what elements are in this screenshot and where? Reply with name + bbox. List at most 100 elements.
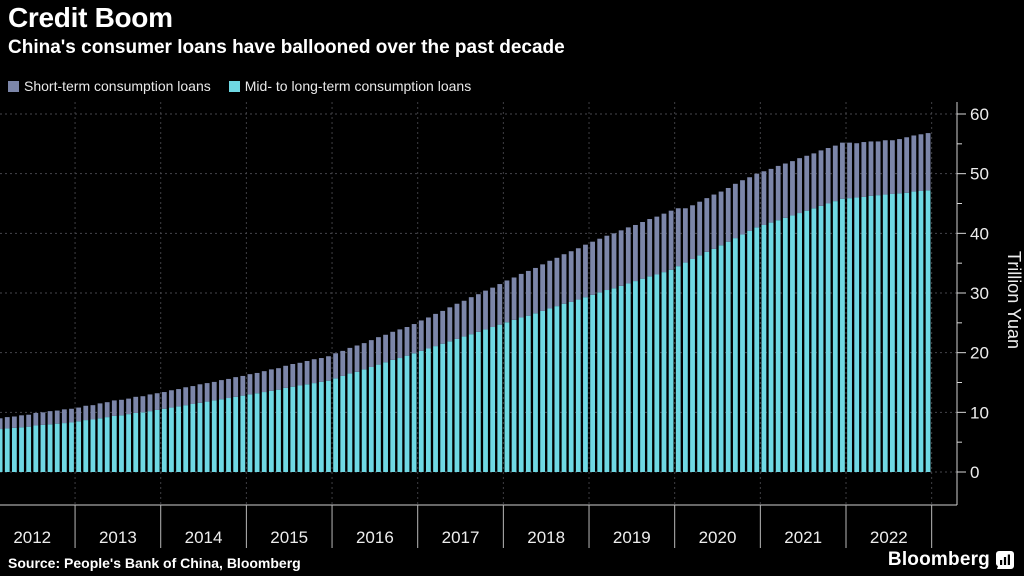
bar-short-term	[597, 238, 603, 293]
y-tick-label: 10	[970, 403, 989, 422]
bar-short-term	[497, 284, 503, 325]
bar-short-term	[583, 244, 588, 298]
bar-short-term	[304, 361, 310, 385]
bar-short-term	[625, 227, 631, 284]
bar-mid-long-term	[483, 329, 488, 472]
bar-mid-long-term	[111, 415, 117, 472]
bar-mid-long-term	[661, 272, 667, 472]
bar-short-term	[840, 142, 845, 199]
bar-mid-long-term	[397, 358, 403, 472]
bar-mid-long-term	[147, 411, 153, 472]
bar-short-term	[797, 158, 803, 214]
bar-mid-long-term	[204, 401, 210, 472]
bar-mid-long-term	[126, 414, 131, 472]
bar-mid-long-term	[804, 210, 810, 472]
x-axis-ticks	[74, 505, 933, 548]
bar-short-term	[311, 359, 317, 384]
bar-short-term	[47, 411, 53, 425]
bar-short-term	[504, 280, 510, 323]
bar-short-term	[169, 390, 174, 408]
bar-mid-long-term	[97, 418, 103, 472]
bar-short-term	[4, 417, 10, 429]
bar-mid-long-term	[583, 297, 588, 472]
bar-short-term	[854, 143, 860, 198]
bar-mid-long-term	[504, 322, 510, 472]
bar-mid-long-term	[368, 366, 374, 472]
bar-short-term	[161, 392, 167, 409]
bar-mid-long-term	[461, 336, 467, 472]
bar-short-term	[247, 374, 253, 395]
bar-short-term	[775, 165, 781, 221]
bar-mid-long-term	[497, 324, 503, 472]
page-title: Credit Boom	[8, 2, 173, 33]
bar-short-term	[0, 418, 3, 430]
bar-mid-long-term	[169, 407, 174, 472]
bar-mid-long-term	[768, 222, 774, 472]
year-label: 2015	[270, 528, 308, 547]
bar-short-term	[847, 142, 852, 199]
bar-mid-long-term	[475, 331, 481, 472]
bar-short-term	[147, 394, 153, 412]
bar-short-term	[218, 380, 224, 400]
bar-short-term	[347, 347, 353, 374]
bar-mid-long-term	[411, 353, 417, 472]
bar-mid-long-term	[533, 313, 538, 472]
bar-short-term	[475, 294, 481, 332]
bar-short-term	[647, 219, 653, 277]
bar-short-term	[518, 273, 524, 318]
bar-short-term	[547, 260, 553, 309]
bar-mid-long-term	[647, 276, 653, 472]
bar-mid-long-term	[90, 419, 96, 472]
year-label: 2020	[699, 528, 737, 547]
bloomberg-logo: Bloomberg	[888, 549, 1014, 571]
legend-label-mid-long-term: Mid- to long-term consumption loans	[244, 78, 472, 94]
bar-short-term	[261, 371, 267, 393]
bar-mid-long-term	[925, 190, 931, 472]
bar-short-term	[54, 410, 60, 424]
bar-short-term	[454, 303, 460, 339]
bar-short-term	[533, 267, 538, 314]
bar-short-term	[361, 343, 367, 370]
bar-short-term	[711, 194, 717, 249]
bar-mid-long-term	[761, 224, 767, 472]
bar-short-term	[725, 187, 731, 242]
bar-mid-long-term	[11, 427, 17, 472]
bar-mid-long-term	[190, 403, 196, 472]
bar-mid-long-term	[868, 195, 874, 472]
short-term-swatch-icon	[8, 80, 19, 92]
bar-mid-long-term	[433, 346, 438, 472]
bar-mid-long-term	[61, 423, 67, 472]
bar-short-term	[911, 135, 917, 192]
bar-mid-long-term	[4, 428, 10, 472]
bar-mid-long-term	[854, 197, 860, 473]
y-tick-label: 50	[970, 165, 989, 184]
bar-mid-long-term	[882, 194, 888, 473]
bar-mid-long-term	[604, 290, 610, 472]
bar-short-term	[61, 409, 67, 424]
bar-mid-long-term	[47, 424, 53, 472]
bloomberg-terminal-icon	[996, 551, 1014, 569]
bar-mid-long-term	[790, 215, 795, 472]
bar-mid-long-term	[668, 269, 674, 472]
bar-short-term	[668, 210, 674, 270]
bar-short-term	[761, 171, 767, 225]
bar-mid-long-term	[718, 245, 724, 472]
bar-short-term	[104, 402, 110, 418]
bar-mid-long-term	[711, 248, 717, 472]
bar-short-term	[333, 353, 339, 379]
bar-short-term	[211, 381, 217, 401]
bar-mid-long-term	[861, 196, 867, 473]
bar-short-term	[868, 141, 874, 196]
bar-mid-long-term	[333, 378, 339, 472]
bar-mid-long-term	[347, 373, 353, 472]
bar-mid-long-term	[261, 392, 267, 472]
bar-short-term	[11, 416, 17, 428]
bar-mid-long-term	[675, 266, 681, 472]
bar-short-term	[290, 364, 296, 387]
bar-mid-long-term	[383, 362, 388, 472]
bar-mid-long-term	[233, 396, 239, 472]
bar-short-term	[318, 358, 324, 382]
bar-mid-long-term	[911, 191, 917, 473]
bar-mid-long-term	[140, 412, 146, 472]
